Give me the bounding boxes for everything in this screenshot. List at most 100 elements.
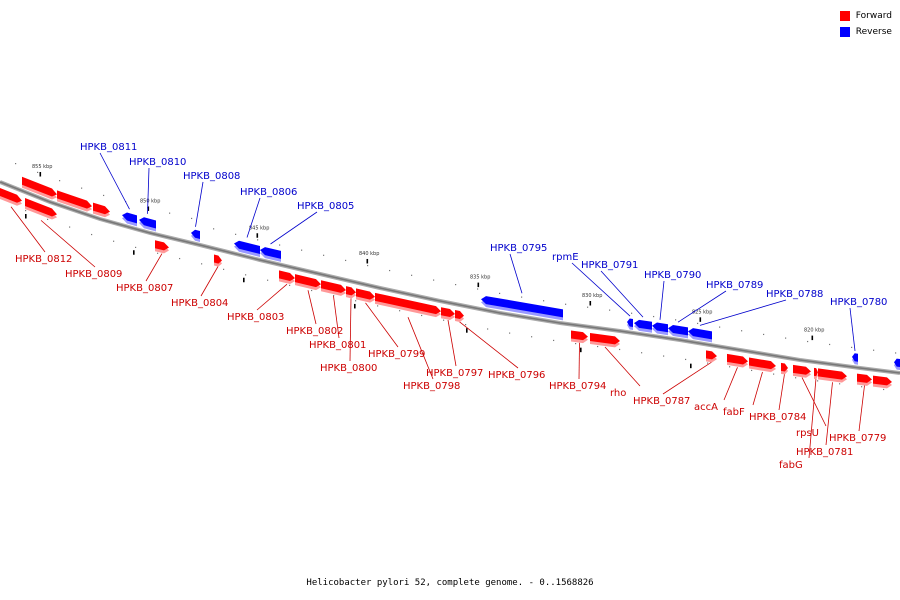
track-dot <box>179 257 181 260</box>
track-dot <box>311 289 313 292</box>
gene-label-hpkb-0809[interactable]: HPKB_0809 <box>65 269 122 280</box>
gene-label-hpkb-0789[interactable]: HPKB_0789 <box>706 280 763 291</box>
gene-label-hpkb-0805[interactable]: HPKB_0805 <box>297 201 354 212</box>
track-dot <box>301 249 303 251</box>
track-dot <box>157 252 159 254</box>
track-dot <box>785 337 787 339</box>
leader-line <box>99 152 130 210</box>
leader-line <box>801 377 827 427</box>
gene-label-hpkb-0799[interactable]: HPKB_0799 <box>368 349 425 360</box>
gene-label-hpkb-0808[interactable]: HPKB_0808 <box>183 171 240 182</box>
gene-label-hpkb-0780[interactable]: HPKB_0780 <box>830 297 887 308</box>
gene-label-hpkb-0798[interactable]: HPKB_0798 <box>403 381 460 392</box>
track-dot <box>641 352 643 354</box>
gene-label-hpkb-0806[interactable]: HPKB_0806 <box>240 187 297 198</box>
gene-label-hpkb-0811[interactable]: HPKB_0811 <box>80 142 137 153</box>
gene-features <box>0 176 900 389</box>
gene-label-fabf[interactable]: fabF <box>723 407 745 418</box>
gene-label-hpkb-0784[interactable]: HPKB_0784 <box>749 412 806 423</box>
forward-gene-arrow <box>749 357 776 370</box>
scale-tick-label: 825 kbp <box>692 309 712 315</box>
gene-label-hpkb-0810[interactable]: HPKB_0810 <box>129 157 186 168</box>
gene-label-hpkb-0796[interactable]: HPKB_0796 <box>488 370 545 381</box>
gene-label-fabg[interactable]: fabG <box>779 460 803 471</box>
track-dot <box>499 292 501 294</box>
legend-label-reverse: Reverse <box>855 27 892 37</box>
scale-tick-mark <box>39 172 42 177</box>
track-dot <box>861 386 863 388</box>
gene-label-hpkb-0787[interactable]: HPKB_0787 <box>633 396 690 407</box>
gene-label-hpkb-0804[interactable]: HPKB_0804 <box>171 298 228 309</box>
leader-line <box>195 181 204 227</box>
leader-line <box>604 346 641 387</box>
reverse-gene-arrow <box>260 247 281 259</box>
leader-line <box>677 290 727 323</box>
scale-tick-mark <box>147 206 150 211</box>
gene-label-hpkb-0791[interactable]: HPKB_0791 <box>581 260 638 271</box>
gene-label-hpkb-0781[interactable]: HPKB_0781 <box>796 447 853 458</box>
track-dot <box>289 284 291 286</box>
gene-label-acca[interactable]: accA <box>694 402 718 413</box>
track-dot <box>597 345 599 348</box>
gene-label-hpkb-0812[interactable]: HPKB_0812 <box>15 254 72 265</box>
scale-tick-mark <box>256 233 259 238</box>
track-dot <box>509 332 511 334</box>
scale-tick-mark <box>580 347 582 353</box>
gene-label-hpkb-0801[interactable]: HPKB_0801 <box>309 340 366 351</box>
track-dot <box>477 288 479 290</box>
track-dot <box>411 274 413 276</box>
leader-line <box>662 361 712 395</box>
leader-line <box>407 317 434 380</box>
track-dot <box>521 296 523 298</box>
track-dot <box>729 366 731 368</box>
scale-tick-label: 840 kbp <box>359 251 379 257</box>
gene-label-hpkb-0807[interactable]: HPKB_0807 <box>116 283 173 294</box>
forward-gene-arrow <box>25 198 57 217</box>
leader-line <box>571 262 631 317</box>
track-dot <box>751 369 753 372</box>
track-dot <box>15 163 17 165</box>
gene-label-hpkb-0803[interactable]: HPKB_0803 <box>227 312 284 323</box>
leader-line <box>849 307 856 351</box>
gene-label-rpme[interactable]: rpmE <box>552 252 579 263</box>
track-dot <box>345 259 347 262</box>
gene-label-rpsu[interactable]: rpsU <box>796 428 819 439</box>
forward-gene-arrow <box>571 330 588 341</box>
leader-line <box>778 373 785 411</box>
reverse-gene-arrow <box>191 229 200 239</box>
scale-tick-mark <box>589 301 592 306</box>
backbone-line <box>0 181 900 374</box>
gene-label-hpkb-0797[interactable]: HPKB_0797 <box>426 368 483 379</box>
reverse-gene-arrow <box>652 322 668 333</box>
leader-line <box>246 197 261 238</box>
forward-gene-arrow <box>814 367 818 377</box>
gene-label-hpkb-0794[interactable]: HPKB_0794 <box>549 381 606 392</box>
leader-line <box>699 299 787 326</box>
gene-label-hpkb-0788[interactable]: HPKB_0788 <box>766 289 823 300</box>
genome-caption: Helicobacter pylori 52, complete genome.… <box>306 578 594 588</box>
forward-gene-arrow <box>93 202 110 215</box>
track-dot <box>619 348 621 351</box>
gene-label-hpkb-0802[interactable]: HPKB_0802 <box>286 326 343 337</box>
gene-label-hpkb-0800[interactable]: HPKB_0800 <box>320 363 377 374</box>
track-dot <box>279 244 281 246</box>
forward-gene-arrow <box>793 364 811 375</box>
track-dot <box>707 362 709 364</box>
gene-label-hpkb-0795[interactable]: HPKB_0795 <box>490 243 547 254</box>
track-dot <box>213 228 215 230</box>
gene-label-rho[interactable]: rho <box>610 388 626 399</box>
track-dot <box>773 373 775 375</box>
gene-label-hpkb-0779[interactable]: HPKB_0779 <box>829 433 886 444</box>
track-dot <box>719 326 721 328</box>
scale-tick-mark <box>133 250 135 255</box>
dotted-guide-track <box>15 163 897 391</box>
scale-tick-mark <box>477 282 480 288</box>
gene-label-hpkb-0790[interactable]: HPKB_0790 <box>644 270 701 281</box>
forward-gene-arrow <box>590 333 620 345</box>
leader-line <box>200 266 219 297</box>
legend-label-forward: Forward <box>855 11 892 21</box>
reverse-gene-arrow <box>234 240 260 254</box>
reverse-gene-arrow <box>634 319 652 330</box>
scale-tick-label: 835 kbp <box>470 275 490 281</box>
leader-line <box>147 167 150 214</box>
